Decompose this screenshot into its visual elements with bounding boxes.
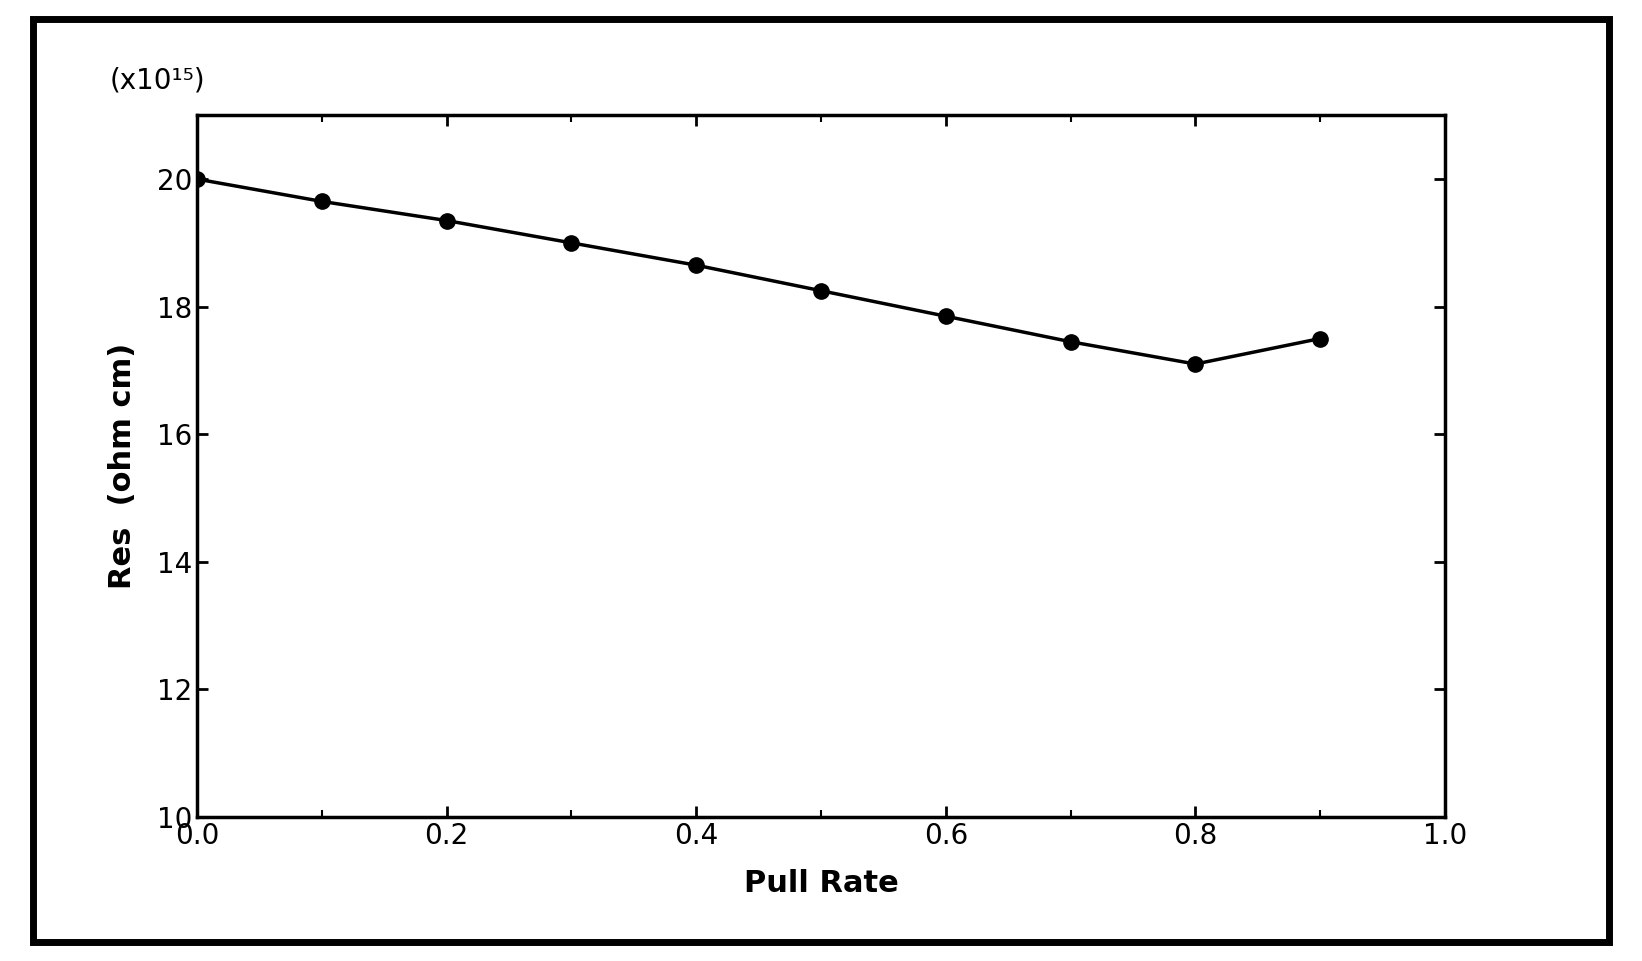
Y-axis label: Res  (ohm cm): Res (ohm cm) — [108, 343, 138, 589]
X-axis label: Pull Rate: Pull Rate — [744, 869, 898, 899]
Text: (x10¹⁵): (x10¹⁵) — [110, 66, 205, 94]
